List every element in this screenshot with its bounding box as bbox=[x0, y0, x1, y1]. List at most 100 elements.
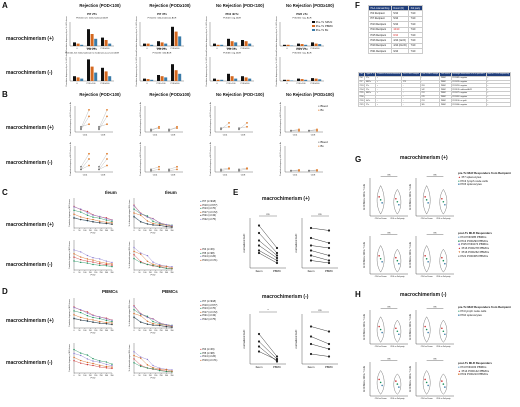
panel-e-pair-line bbox=[258, 252, 278, 264]
panel-cd-xtick: 350 bbox=[111, 272, 114, 274]
panel-b-point-blood bbox=[220, 127, 222, 129]
panel-a-caption: POD141-64: mild-moderate to moderate-to-… bbox=[65, 52, 119, 55]
panel-cd-ylabel: Cumulative frequency of HVG clones bbox=[68, 344, 71, 372]
legend-item-pretx-bx: Pre-Tx Bx bbox=[312, 28, 333, 32]
panel-e-pair-line bbox=[258, 250, 278, 261]
panel-cd-point bbox=[105, 221, 108, 223]
panel-cd-xlabel: POD bbox=[91, 378, 96, 380]
violin-xtick: CD4 vs Donor bbox=[375, 397, 387, 400]
panel-b-xtick: CD8 bbox=[311, 135, 316, 137]
violin-sig: ns bbox=[388, 358, 391, 361]
panel-b-pair-line bbox=[290, 169, 300, 171]
patient-table-cell: 305 bbox=[419, 102, 441, 108]
panel-b-point-blood bbox=[168, 169, 170, 172]
violin-ylabel: % CFSElow CD4+ T cells bbox=[410, 365, 412, 392]
panel-cd-point bbox=[92, 261, 94, 263]
panel-cd-xlabel: POD bbox=[151, 275, 156, 277]
panel-a-xtick: 0 bbox=[76, 83, 78, 85]
panel-e-point bbox=[275, 261, 279, 265]
panel-cd-point bbox=[152, 320, 154, 323]
panel-b-xtick: CD4 bbox=[223, 175, 228, 177]
legend-d-neg-0: ● PI4 (n=46) bbox=[200, 348, 215, 351]
panel-a-xtick: 0 bbox=[146, 48, 148, 50]
panel-letter-d: D bbox=[2, 287, 8, 296]
panel-cd-xtick: 200 bbox=[94, 330, 97, 332]
panel-b-pair-line bbox=[98, 165, 108, 170]
panel-a-xtick: POD<100 bbox=[87, 82, 97, 85]
panel-a-bar bbox=[311, 42, 314, 46]
row-label-a-neg: macrochimerism (-) bbox=[6, 70, 53, 76]
violin-xtick: CD4 vs Donor bbox=[421, 275, 433, 278]
panel-cd-point bbox=[99, 361, 101, 363]
panel-cd-point bbox=[99, 366, 101, 368]
panel-e-point bbox=[309, 352, 313, 356]
panel-cd-point bbox=[73, 213, 75, 215]
panel-a-bar bbox=[244, 77, 248, 81]
panel-cd-xlabel: POD bbox=[91, 233, 96, 235]
panel-cd-xtick: 150 bbox=[149, 272, 152, 274]
panel-cd-point bbox=[111, 263, 113, 265]
row-label-d-neg: macrochimerism (-) bbox=[6, 360, 53, 366]
legend-d-pos-4: ● PI21 (n=43) bbox=[200, 314, 216, 318]
panel-e-sig: ns bbox=[319, 308, 323, 312]
panel-e-ylabel: normalized AUC bbox=[294, 330, 298, 349]
legend-g-pre-2: ■ PI15 splenocytes bbox=[458, 182, 482, 187]
legend-g-post-4: ▼ PI16 POD262 PBMCs bbox=[458, 249, 490, 254]
panel-cd-point bbox=[105, 363, 108, 366]
panel-b-point-bx bbox=[228, 167, 230, 170]
panel-b-pair-line bbox=[98, 158, 108, 170]
panel-b-pair-line bbox=[80, 124, 90, 127]
panel-cd-series-line bbox=[133, 306, 173, 326]
legend-c-neg-3: ● PI19 (n=171) bbox=[200, 258, 218, 262]
legend-g-pre-0: ▲ PI7 splenocytes bbox=[458, 174, 482, 179]
panel-cd-point bbox=[80, 251, 82, 253]
panel-e-point bbox=[327, 254, 331, 257]
panel-cd-point bbox=[140, 221, 142, 223]
panel-b-point-blood bbox=[150, 168, 152, 171]
panel-cd-point bbox=[92, 263, 94, 266]
panel-a-bar bbox=[311, 78, 314, 81]
panel-cd-point bbox=[146, 216, 149, 218]
violin-sig: ns bbox=[388, 174, 391, 177]
panel-b-point-blood bbox=[150, 129, 152, 132]
panel-a-bar bbox=[234, 78, 238, 81]
panel-cd-point bbox=[146, 316, 149, 319]
panel-b-pair-line bbox=[238, 122, 248, 130]
panel-cd-xtick: 0 bbox=[134, 330, 135, 332]
legend-item-bx: ● Bx bbox=[318, 108, 324, 112]
panel-cd-point bbox=[171, 370, 173, 372]
violin-point bbox=[424, 325, 426, 328]
panel-b-point-bx bbox=[88, 115, 90, 118]
panel-cd-point bbox=[73, 260, 75, 262]
panel-a-bar bbox=[178, 73, 182, 81]
panel-cd-point bbox=[171, 266, 173, 268]
panel-b-point-bx bbox=[176, 165, 178, 168]
panel-e-point bbox=[257, 340, 261, 343]
panel-cd-point bbox=[152, 367, 154, 369]
panel-b-point-blood bbox=[238, 128, 240, 131]
violin-sig: ns bbox=[434, 232, 437, 235]
legend-c-pos-3: ● PI17 (n=172) bbox=[200, 210, 218, 214]
panel-a-bar bbox=[286, 44, 290, 46]
panel-cd-point bbox=[133, 216, 135, 218]
panel-letter-a: A bbox=[2, 1, 8, 10]
legend-d-neg-2: ● PI14 (n=26) bbox=[200, 355, 216, 359]
violin-point bbox=[378, 196, 380, 198]
panel-cd-point bbox=[86, 258, 89, 260]
panel-a-ylabel: Cumulative frequency of pre-Tx HVG clone… bbox=[135, 16, 138, 51]
panel-e-point bbox=[327, 241, 331, 245]
violin-point bbox=[424, 196, 426, 198]
panel-c-title-right: Ileum bbox=[165, 190, 177, 195]
panel-a-bar bbox=[143, 78, 146, 81]
panel-a-bar bbox=[73, 42, 76, 46]
panel-b-ylabel: Cumulative frequency of HVG clones in Bx bbox=[209, 142, 212, 176]
panel-a-caption: POD245: mild ACR bbox=[153, 52, 172, 55]
panel-e-xtick: PBMC bbox=[325, 365, 333, 369]
panel-cd-point bbox=[171, 224, 173, 227]
panel-a-bar bbox=[304, 79, 308, 81]
panel-cd-xtick: 300 bbox=[165, 375, 168, 377]
panel-cd-xtick: 350 bbox=[171, 230, 174, 232]
panel-cd-point bbox=[111, 366, 113, 368]
patient-table-cell: PBMC bbox=[439, 102, 452, 108]
